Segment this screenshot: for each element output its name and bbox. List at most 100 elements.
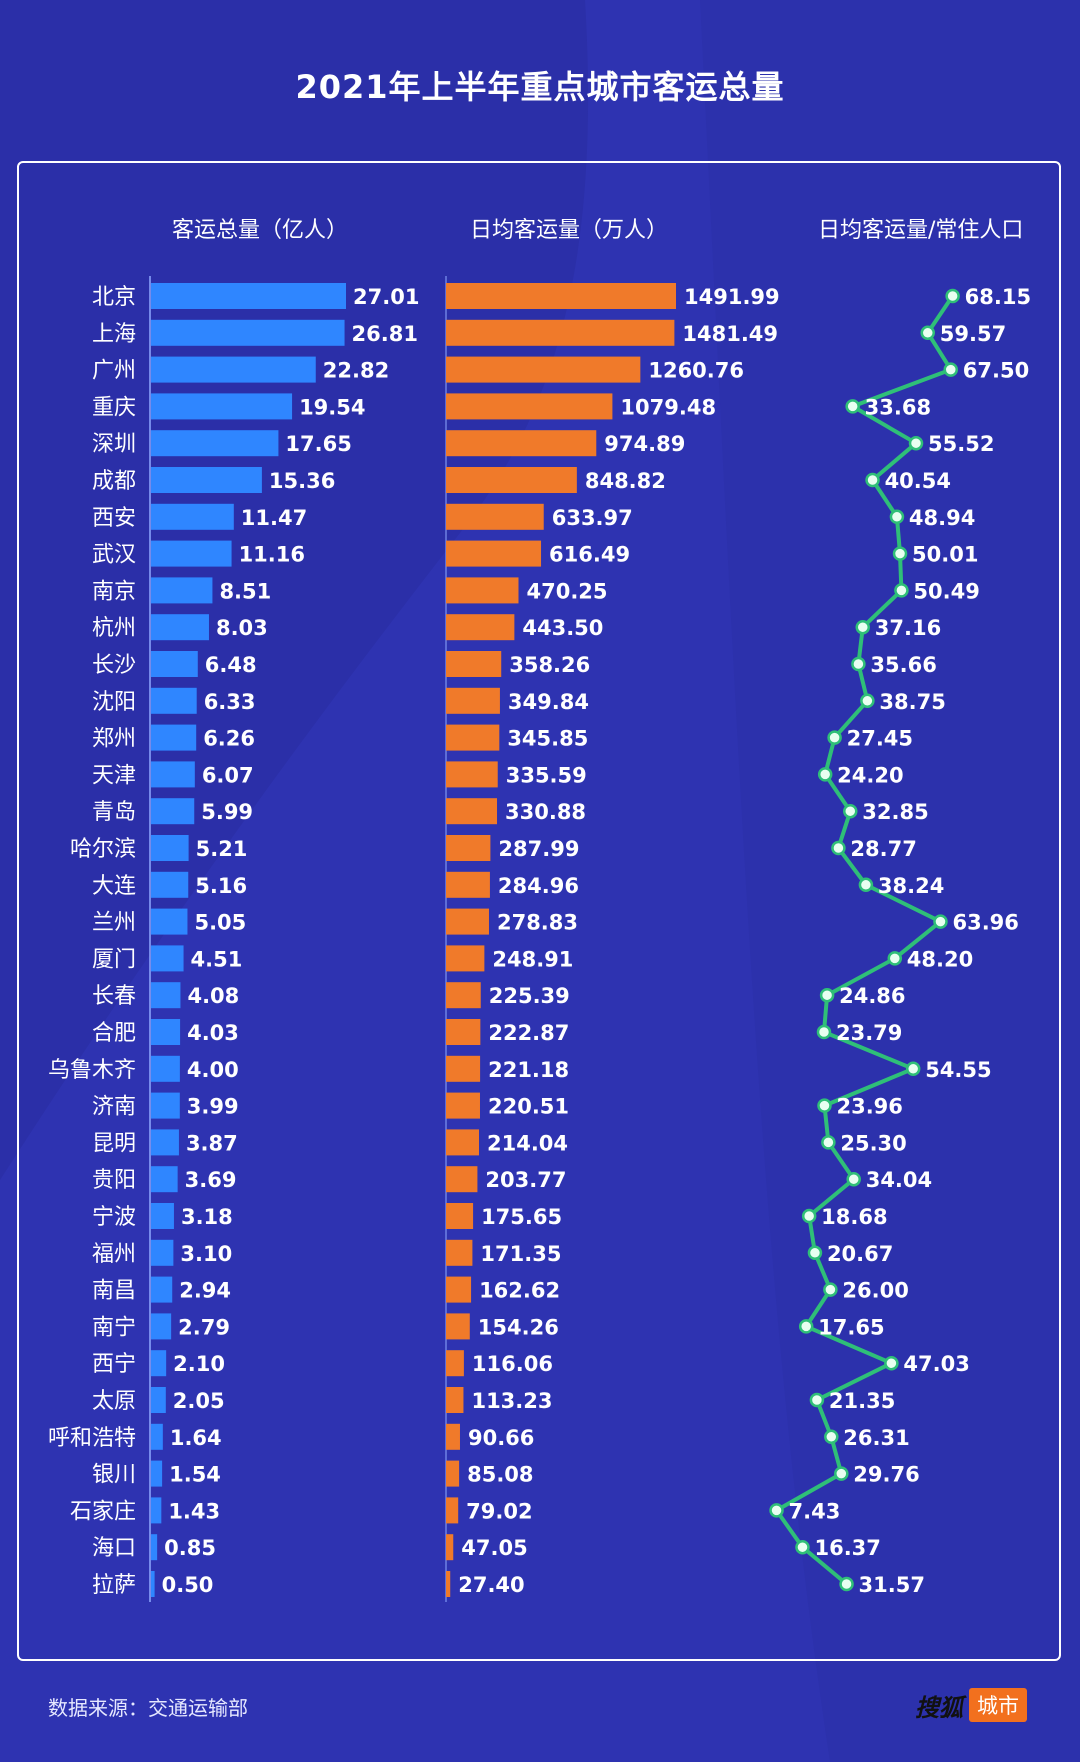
total-bar: [151, 356, 316, 383]
daily-value-label: 470.25: [526, 579, 607, 603]
ratio-point: [908, 435, 924, 451]
ratio-value-label: 23.79: [836, 1021, 902, 1045]
daily-value-label: 90.66: [468, 1426, 534, 1450]
ratio-value-label: 7.43: [789, 1499, 841, 1523]
total-bar: [151, 430, 279, 457]
daily-bar: [446, 319, 675, 346]
total-bar: [151, 724, 197, 751]
ratio-point: [855, 619, 871, 635]
total-value-label: 4.51: [191, 947, 243, 971]
daily-value-label: 85.08: [467, 1463, 533, 1487]
total-value-label: 17.65: [285, 432, 351, 456]
ratio-value-label: 54.55: [925, 1058, 991, 1082]
total-bar: [151, 1460, 163, 1487]
city-label: 南宁: [92, 1315, 136, 1340]
daily-value-label: 974.89: [604, 432, 685, 456]
sohu-city-logo: 搜狐 城市: [915, 1688, 1027, 1722]
daily-bar: [446, 1203, 474, 1229]
ratio-value-label: 38.75: [879, 690, 945, 714]
city-label: 哈尔滨: [70, 837, 136, 862]
ratio-value-label: 35.66: [870, 653, 936, 677]
total-bar: [151, 1350, 167, 1377]
city-label: 重庆: [92, 395, 136, 420]
city-label: 济南: [92, 1095, 136, 1120]
daily-value-label: 358.26: [509, 653, 590, 677]
total-bar: [151, 1313, 172, 1340]
city-label: 厦门: [92, 947, 136, 972]
ratio-value-label: 17.65: [818, 1315, 884, 1339]
total-bar: [151, 1497, 162, 1524]
city-label: 武汉: [92, 543, 136, 568]
ratio-point: [933, 914, 948, 929]
daily-bar: [446, 871, 490, 898]
ratio-point: [801, 1208, 817, 1224]
total-value-label: 3.10: [180, 1242, 232, 1266]
ratio-point: [845, 399, 860, 414]
ratio-point: [809, 1392, 825, 1408]
city-label: 南京: [92, 579, 136, 604]
ratio-value-label: 50.49: [913, 579, 979, 603]
city-label: 兰州: [92, 911, 136, 936]
total-value-label: 4.08: [187, 984, 239, 1008]
city-label: 深圳: [92, 432, 136, 457]
total-value-label: 2.10: [173, 1352, 225, 1376]
total-value-label: 19.54: [299, 395, 365, 419]
daily-value-label: 113.23: [471, 1389, 552, 1413]
city-label: 合肥: [92, 1021, 136, 1046]
daily-bar: [446, 1571, 451, 1597]
city-label: 长沙: [92, 653, 136, 678]
total-value-label: 5.99: [201, 800, 253, 824]
total-bar: [151, 982, 181, 1009]
total-value-label: 1.43: [168, 1499, 220, 1523]
daily-value-label: 248.91: [492, 947, 573, 971]
total-bar: [151, 1092, 180, 1119]
daily-value-label: 335.59: [506, 763, 587, 787]
ratio-value-label: 16.37: [814, 1536, 880, 1560]
total-value-label: 11.16: [239, 543, 305, 567]
total-bar: [151, 540, 232, 567]
ratio-point: [769, 1503, 784, 1518]
daily-value-label: 330.88: [505, 800, 586, 824]
daily-value-label: 220.51: [488, 1095, 569, 1119]
ratio-point: [843, 803, 858, 819]
city-label: 宁波: [92, 1205, 136, 1230]
daily-bar: [446, 1239, 473, 1266]
daily-bar: [446, 1166, 478, 1193]
ratio-point: [798, 1319, 814, 1334]
daily-bar: [446, 761, 498, 788]
total-bar: [151, 687, 197, 714]
total-bar: [151, 835, 189, 861]
daily-value-label: 221.18: [488, 1058, 569, 1082]
total-bar: [151, 1055, 180, 1082]
total-bar: [151, 1129, 179, 1156]
ratio-value-label: 26.00: [842, 1279, 908, 1303]
city-label: 拉萨: [92, 1573, 136, 1598]
city-label: 上海: [92, 322, 136, 347]
ratio-point: [824, 1429, 839, 1445]
daily-value-label: 284.96: [498, 874, 579, 898]
daily-value-label: 162.62: [479, 1279, 560, 1303]
daily-bar: [446, 835, 491, 861]
total-value-label: 6.26: [203, 727, 255, 751]
total-bar: [151, 1571, 155, 1597]
ratio-value-label: 25.30: [840, 1131, 906, 1155]
ratio-line: [774, 294, 955, 1586]
ratio-point: [887, 951, 903, 966]
ratio-value-label: 67.50: [963, 359, 1029, 383]
total-bar: [151, 1534, 158, 1561]
logo-text-city: 城市: [969, 1688, 1027, 1722]
daily-value-label: 171.35: [480, 1242, 561, 1266]
daily-value-label: 616.49: [549, 543, 630, 567]
total-bar: [151, 1276, 173, 1303]
daily-bar: [446, 503, 544, 530]
ratio-point: [807, 1245, 823, 1261]
daily-value-label: 222.87: [488, 1021, 569, 1045]
total-value-label: 1.54: [169, 1463, 221, 1487]
total-value-label: 3.99: [187, 1095, 239, 1119]
city-label: 沈阳: [92, 690, 136, 715]
daily-value-label: 278.83: [497, 911, 578, 935]
ratio-value-label: 59.57: [940, 322, 1006, 346]
daily-bar: [446, 798, 498, 825]
daily-bar: [446, 614, 515, 641]
